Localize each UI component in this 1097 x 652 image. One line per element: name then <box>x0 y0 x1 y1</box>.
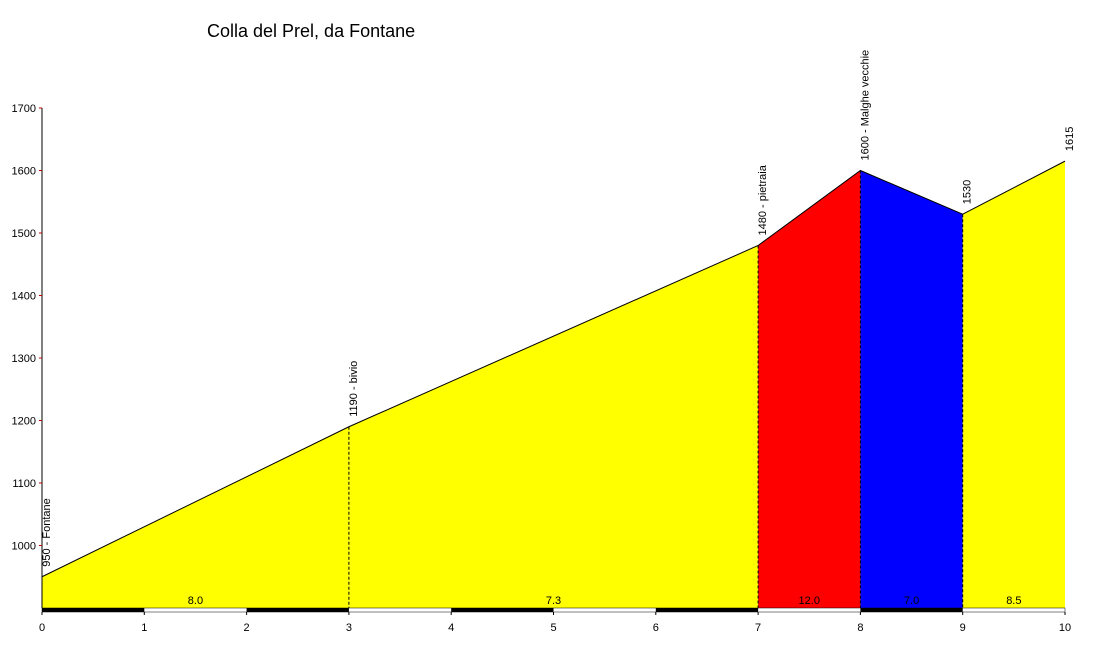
waypoint-label-0: 950 - Fontane <box>41 498 53 567</box>
waypoint-label-3: 1600 - Malghe vecchie <box>859 50 871 161</box>
scale-block-0 <box>42 608 145 612</box>
y-tick-label-1600: 1600 <box>12 166 36 178</box>
y-tick-label-1100: 1100 <box>12 478 36 490</box>
scale-block-8 <box>860 608 963 612</box>
y-tick-label-1200: 1200 <box>12 416 36 428</box>
waypoint-label-4: 1530 <box>962 180 974 204</box>
x-tick-label-4: 4 <box>448 622 454 634</box>
x-tick-label-0: 0 <box>39 622 45 634</box>
scale-block-2 <box>246 608 349 612</box>
x-tick-label-7: 7 <box>755 622 761 634</box>
gradient-label-4: 7.0 <box>904 595 919 607</box>
scale-block-4 <box>451 608 554 612</box>
gradient-label-5: 8.5 <box>1006 595 1021 607</box>
y-tick-label-1400: 1400 <box>12 291 36 303</box>
waypoint-labels: 950 - Fontane 1190 - bivio 1480 - pietraia… <box>41 50 1076 567</box>
elevation-line <box>41 160 1066 578</box>
x-tick-label-5: 5 <box>550 622 556 634</box>
y-axis: 1000 1100 1200 1300 1400 1500 1600 1700 <box>12 103 43 608</box>
profile-line <box>41 160 1066 578</box>
y-tick-label-1300: 1300 <box>12 353 36 365</box>
km-scale-bar <box>41 607 1066 613</box>
gradient-labels: 8.0 7.3 12.0 7.0 8.5 <box>188 595 1022 607</box>
scale-block-6 <box>655 608 759 612</box>
waypoint-dividers <box>348 170 964 608</box>
x-tick-label-1: 1 <box>141 622 147 634</box>
segment-fill-2 <box>348 245 759 608</box>
gradient-label-1: 8.0 <box>188 595 203 607</box>
y-tick-label-1700: 1700 <box>12 103 36 115</box>
x-axis: 0 1 2 3 4 5 6 7 8 9 10 <box>39 612 1071 634</box>
y-tick-label-1500: 1500 <box>12 228 36 240</box>
segment-fill-5 <box>962 161 1065 608</box>
gradient-label-2: 7.3 <box>546 595 561 607</box>
waypoint-label-1: 1190 - bivio <box>348 361 360 417</box>
segment-fill-1 <box>42 426 349 608</box>
x-tick-label-8: 8 <box>857 622 863 634</box>
x-tick-label-9: 9 <box>960 622 966 634</box>
waypoint-label-2: 1480 - pietraia <box>757 164 769 235</box>
segment-fill-4 <box>860 170 963 608</box>
y-tick-label-1000: 1000 <box>12 541 36 553</box>
x-tick-label-6: 6 <box>653 622 659 634</box>
x-tick-label-3: 3 <box>346 622 352 634</box>
x-tick-label-2: 2 <box>244 622 250 634</box>
segment-fill-3 <box>758 170 861 608</box>
chart-title: Colla del Prel, da Fontane <box>207 21 416 41</box>
gradient-label-3: 12.0 <box>799 595 820 607</box>
x-tick-label-10: 10 <box>1059 622 1071 634</box>
segment-fills <box>42 161 1065 608</box>
waypoint-label-5: 1615 <box>1064 127 1076 151</box>
